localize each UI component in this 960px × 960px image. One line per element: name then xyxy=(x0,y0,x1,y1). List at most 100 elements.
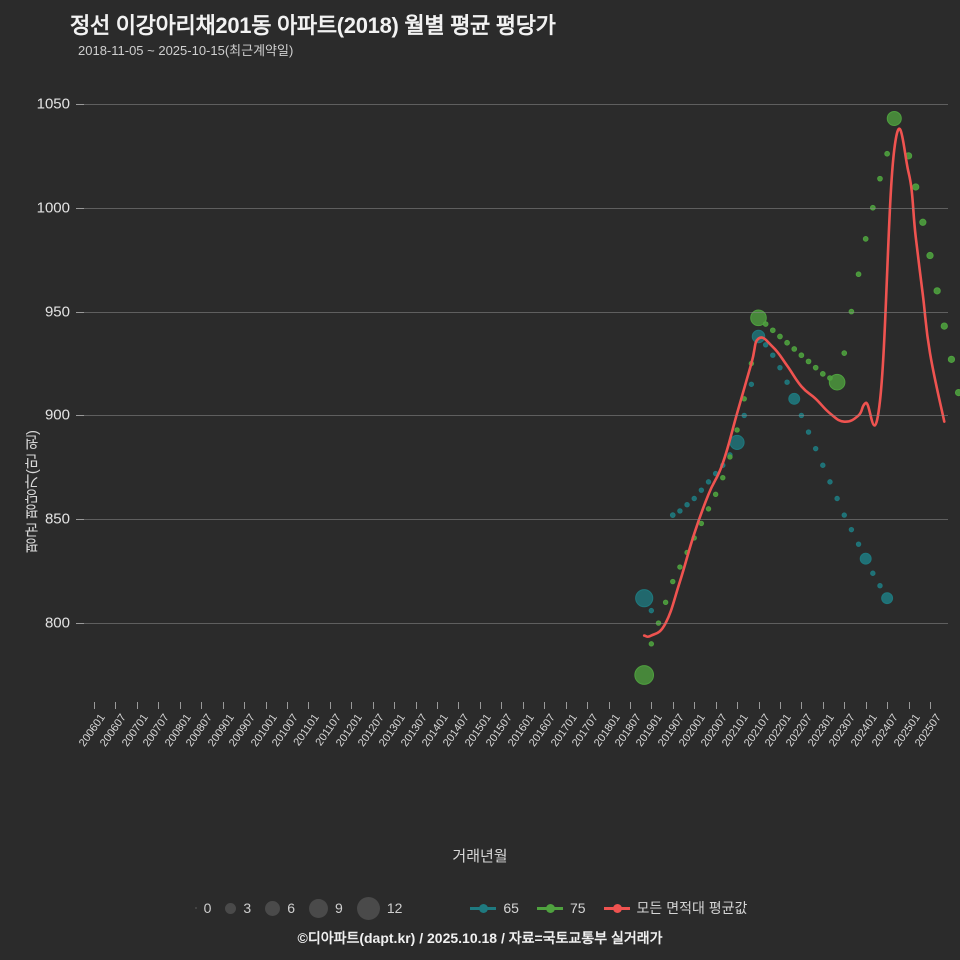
x-tick-mark xyxy=(179,702,181,709)
data-point xyxy=(691,495,697,502)
data-point xyxy=(855,541,862,547)
gridline xyxy=(84,103,948,105)
chart-legend: 0 3 6 9 12 65 75 모든 면적대 평균값 xyxy=(0,893,960,923)
series-모든-면적대-평균값 xyxy=(642,127,946,639)
x-tick-mark xyxy=(94,702,95,709)
x-tick-mark xyxy=(308,702,310,709)
x-tick-mark xyxy=(779,702,781,709)
data-point xyxy=(926,251,934,260)
data-point xyxy=(751,329,766,344)
data-point xyxy=(819,371,826,377)
data-point xyxy=(750,309,767,327)
data-point xyxy=(770,352,776,358)
data-point xyxy=(777,333,783,340)
data-point xyxy=(884,150,890,157)
series-layer xyxy=(634,110,960,685)
data-point xyxy=(855,271,862,278)
data-point xyxy=(684,502,690,508)
x-tick-mark xyxy=(115,702,117,709)
plot-area xyxy=(76,79,960,702)
data-point xyxy=(834,495,840,502)
y-tick-label: 850 xyxy=(44,510,70,528)
x-tick-mark xyxy=(715,702,717,709)
data-point xyxy=(769,327,776,334)
legend-bubble-size-scale: 0 3 6 9 12 xyxy=(194,896,417,920)
x-tick-mark xyxy=(908,702,910,709)
y-tick-label: 1050 xyxy=(36,95,70,113)
data-point xyxy=(859,552,872,565)
x-tick-mark xyxy=(286,702,288,709)
data-point xyxy=(677,508,683,514)
data-point xyxy=(877,175,883,182)
data-point xyxy=(705,479,712,485)
x-tick-mark xyxy=(222,702,224,709)
x-tick-mark xyxy=(544,702,546,709)
x-tick-mark xyxy=(479,702,481,709)
x-tick-mark xyxy=(415,702,417,709)
y-tick-mark xyxy=(76,519,84,521)
legend-bubble-icon xyxy=(265,900,281,916)
data-point xyxy=(841,512,847,518)
x-tick-mark xyxy=(201,702,203,709)
x-tick-mark xyxy=(351,702,353,709)
x-tick-mark xyxy=(758,702,760,709)
y-tick-mark xyxy=(76,207,84,209)
legend-series-item[interactable]: 75 xyxy=(536,900,586,916)
data-point xyxy=(848,308,855,315)
x-tick-mark xyxy=(822,702,824,709)
legend-series-label: 모든 면적대 평균값 xyxy=(636,900,748,916)
legend-bubble-icon xyxy=(309,898,329,918)
data-point xyxy=(748,381,755,387)
legend-series-label: 65 xyxy=(503,900,519,916)
data-point xyxy=(805,358,812,365)
footer-credit: ©디아파트(dapt.kr) / 2025.10.18 / 자료=국토교통부 실… xyxy=(297,930,663,946)
data-point xyxy=(820,462,826,468)
x-tick-mark xyxy=(458,702,460,709)
x-tick-mark xyxy=(608,702,610,709)
page-title: 정선 이강아리채201동 아파트(2018) 월별 평균 평당가 xyxy=(70,13,556,38)
legend-bubble-icon xyxy=(225,902,237,914)
x-tick-mark xyxy=(887,702,889,709)
legend-bubble-icon xyxy=(356,896,380,920)
data-point xyxy=(828,373,846,391)
gridline xyxy=(84,519,948,521)
legend-swatch-icon xyxy=(536,901,563,915)
y-tick-label: 900 xyxy=(44,406,70,424)
legend-bubble-icon xyxy=(194,907,197,909)
x-tick-mark xyxy=(865,702,867,709)
y-tick-label: 800 xyxy=(44,614,70,632)
legend-size-item: 12 xyxy=(356,896,402,920)
x-tick-mark xyxy=(587,702,588,709)
x-tick-mark xyxy=(158,702,160,709)
chart-subtitle: 2018-11-05 ~ 2025-10-15(최근계약일) xyxy=(78,43,294,58)
data-point xyxy=(698,520,705,527)
data-point xyxy=(705,506,712,512)
data-point xyxy=(655,620,662,626)
data-point xyxy=(812,445,819,452)
legend-series-list: 65 75 모든 면적대 평균값 xyxy=(470,898,765,918)
series-line xyxy=(642,127,946,639)
gridline xyxy=(84,623,948,625)
data-point xyxy=(634,665,655,685)
data-point xyxy=(870,204,876,211)
data-point xyxy=(848,526,855,533)
data-point xyxy=(670,578,676,585)
x-tick-mark xyxy=(694,702,696,709)
x-tick-mark xyxy=(801,702,803,709)
data-point xyxy=(940,322,948,330)
legend-size-item: 9 xyxy=(309,898,343,918)
data-point xyxy=(805,429,812,435)
x-axis-label: 거래년월 xyxy=(452,848,508,865)
legend-size-item: 0 xyxy=(194,900,211,916)
gridline xyxy=(84,311,948,313)
data-point xyxy=(862,236,869,242)
series-65 xyxy=(635,329,894,614)
data-point xyxy=(784,339,790,346)
x-tick-mark xyxy=(501,702,503,709)
legend-size-item: 6 xyxy=(265,900,295,916)
data-point xyxy=(698,487,705,493)
data-point xyxy=(784,379,790,385)
x-tick-mark xyxy=(136,702,138,709)
legend-series-item[interactable]: 65 xyxy=(470,900,519,916)
legend-series-item[interactable]: 모든 면적대 평균값 xyxy=(603,898,748,918)
